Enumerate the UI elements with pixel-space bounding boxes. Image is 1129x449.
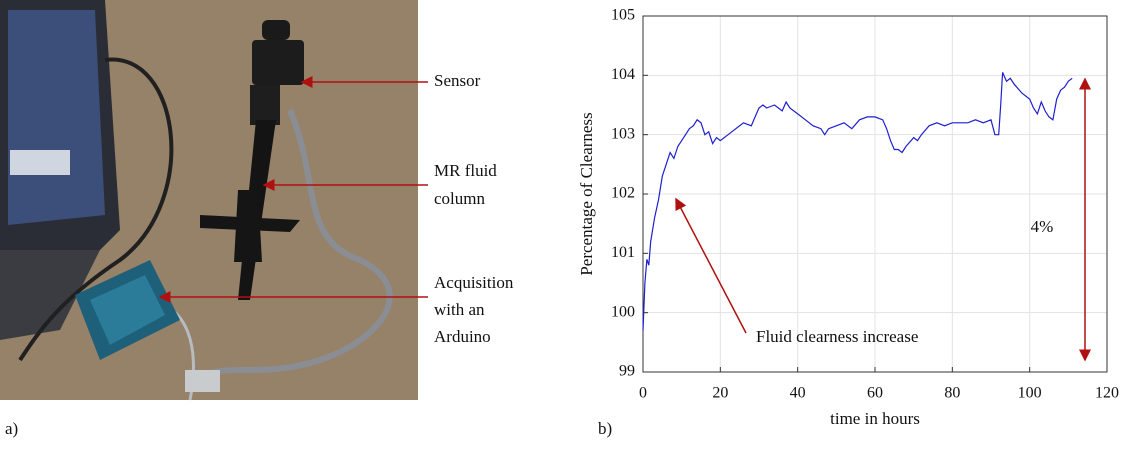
photo-label: with an xyxy=(434,300,485,319)
photo-label: Sensor xyxy=(434,71,481,90)
panel-label: a) xyxy=(5,419,18,438)
x-tick-label: 60 xyxy=(867,385,883,402)
y-tick-label: 100 xyxy=(611,303,635,320)
plot-frame xyxy=(642,15,1108,373)
photo-annotations: Sensor MR fluid column Acquisition with … xyxy=(158,71,514,346)
y-tick-label: 104 xyxy=(611,66,635,83)
x-tick-label: 20 xyxy=(712,385,728,402)
annotation: 4% xyxy=(1031,217,1054,236)
data-line xyxy=(642,72,1073,331)
annotation: Fluid clearness increase xyxy=(756,327,918,346)
y-tick-label: 102 xyxy=(611,185,635,202)
photo: a) xyxy=(0,0,418,438)
y-axis-label: Percentage of Clearness xyxy=(577,112,596,275)
x-tick-label: 0 xyxy=(639,385,647,402)
photo-label: column xyxy=(434,189,485,208)
panel-label: b) xyxy=(598,419,612,438)
photo-label: MR fluid xyxy=(434,161,497,180)
arrow xyxy=(675,197,747,334)
y-tick-label: 99 xyxy=(619,363,635,380)
y-tick-label: 101 xyxy=(611,244,635,261)
x-tick-label: 100 xyxy=(1018,385,1042,402)
x-axis-label: time in hours xyxy=(830,409,920,428)
y-tick-label: 105 xyxy=(611,7,635,24)
x-tick-label: 120 xyxy=(1095,385,1119,402)
x-tick-label: 80 xyxy=(944,385,960,402)
y-tick-label: 103 xyxy=(611,125,635,142)
chart: b) time in hours Percentage of Clearness… xyxy=(577,7,1119,438)
photo-label: Acquisition xyxy=(434,273,514,292)
x-tick-label: 40 xyxy=(790,385,806,402)
photo-label: Arduino xyxy=(434,327,491,346)
